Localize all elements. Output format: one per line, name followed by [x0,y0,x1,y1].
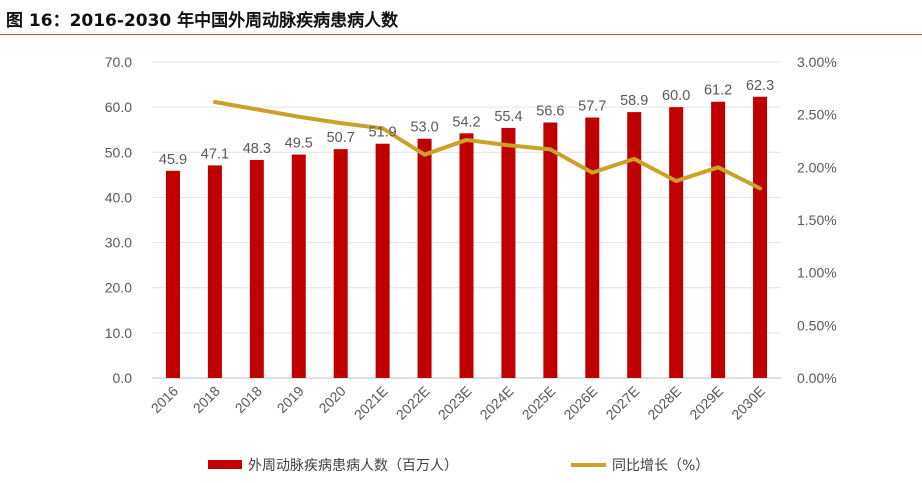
bar-data-label: 51.9 [369,125,397,141]
bar-data-label: 55.4 [494,109,522,125]
line-series [212,100,763,191]
bar [333,149,348,378]
y-axis-left: 0.0 10.0 20.0 30.0 40.0 50.0 60.0 70.0 [105,54,132,386]
bar [459,133,474,378]
y-left-tick-label: 60.0 [105,99,132,115]
bar-data-label: 53.0 [410,120,438,136]
x-tick-label: 2024E [477,383,517,423]
bar [585,117,600,379]
bar [291,154,306,378]
x-tick-label: 2023E [435,383,475,423]
bar [417,138,432,378]
y-left-tick-label: 40.0 [105,189,132,205]
bar [711,101,726,379]
x-axis: 2016 2018 2018 2019 2020 2021E 2022E 2023E 2024E… [148,383,768,423]
y-right-tick-label: 0.50% [797,317,837,333]
y-right-tick-label: 1.50% [797,212,837,228]
x-tick-label: 2026E [560,383,600,423]
y-left-tick-label: 70.0 [105,54,132,70]
data-labels: 45.9 47.1 48.3 49.5 50.7 51.9 53.0 54.2 55.4 56.6… [159,78,774,168]
legend-line-label: 同比增长（%） [612,458,709,474]
y-right-tick-label: 1.00% [797,265,837,281]
bar-data-label: 61.2 [704,83,732,99]
legend-bar-label: 外周动脉疾病患病人数（百万人） [248,458,458,474]
y-axis-right: 0.00% 0.50% 1.00% 1.50% 2.00% 2.50% 3.00% [797,54,837,386]
x-tick-label: 2016 [148,383,181,416]
legend-bar-swatch [208,460,242,469]
y-left-tick-label: 20.0 [105,280,132,296]
y-right-tick-label: 2.00% [797,159,837,175]
bar [165,170,180,378]
y-left-tick-label: 30.0 [105,235,132,251]
x-tick-label: 2027E [602,383,642,423]
bar [501,127,516,378]
bar-data-label: 48.3 [243,141,271,157]
bar-series [165,96,768,379]
x-tick-label: 2018 [190,383,223,416]
y-left-tick-label: 0.0 [113,370,133,386]
y-left-tick-label: 50.0 [105,144,132,160]
title-divider [0,34,922,35]
bar [375,143,390,378]
x-tick-label: 2028E [644,383,684,423]
chart-title: 图 16：2016-2030 年中国外周动脉疾病患病人数 [6,11,399,31]
bar-data-label: 45.9 [159,152,187,168]
x-tick-label: 2021E [351,383,391,423]
bar [207,165,222,378]
bar-data-label: 50.7 [327,130,355,146]
bar [249,159,264,378]
x-tick-label: 2029E [686,383,726,423]
x-tick-label: 2030E [728,383,768,423]
x-tick-label: 2025E [519,383,559,423]
x-tick-label: 2020 [315,383,348,416]
y-right-tick-label: 0.00% [797,370,837,386]
bar [753,96,768,378]
bar [543,122,558,379]
y-right-tick-label: 2.50% [797,107,837,123]
legend: 外周动脉疾病患病人数（百万人） 同比增长（%） [208,458,709,474]
growth-line [212,100,763,191]
x-tick-label: 2022E [393,383,433,423]
bar [627,112,642,378]
x-tick-label: 2018 [232,383,265,416]
bar-data-label: 60.0 [662,88,690,104]
y-right-tick-label: 3.00% [797,54,837,70]
bar-data-label: 56.6 [536,103,564,119]
bar-data-label: 57.7 [578,99,606,115]
bar-data-label: 58.9 [620,93,648,109]
bar-data-label: 49.5 [285,136,313,152]
bar-data-label: 47.1 [201,146,229,162]
bar-data-label: 62.3 [746,78,774,94]
bar [669,107,684,379]
y-left-tick-label: 10.0 [105,325,132,341]
bar-data-label: 54.2 [452,114,480,130]
x-tick-label: 2019 [274,383,307,416]
